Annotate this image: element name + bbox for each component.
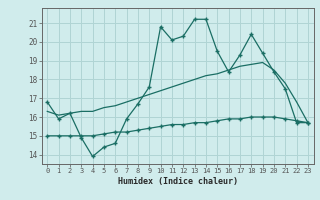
X-axis label: Humidex (Indice chaleur): Humidex (Indice chaleur) <box>118 177 237 186</box>
